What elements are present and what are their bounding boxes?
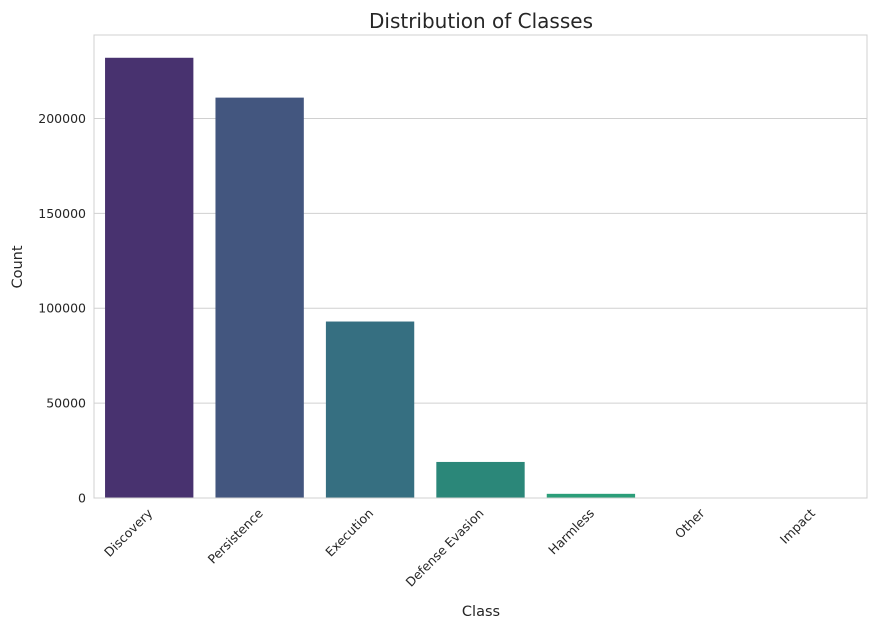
bar-defense-evasion: [436, 461, 525, 498]
y-tick-labels: 0 50000 100000 150000 200000: [38, 111, 86, 506]
x-tick-label: Defense Evasion: [402, 506, 486, 590]
x-tick-label: Persistence: [205, 505, 266, 566]
y-tick-label: 50000: [46, 396, 86, 411]
x-tick-labels: Discovery Persistence Execution Defense Eva…: [101, 505, 818, 590]
x-tick-label: Impact: [777, 505, 818, 546]
y-tick-label: 100000: [38, 301, 86, 316]
x-tick-label: Execution: [322, 506, 376, 560]
chart-title: Distribution of Classes: [369, 9, 593, 33]
bars: [105, 57, 856, 499]
bar-harmless: [546, 493, 636, 498]
bar-discovery: [105, 57, 194, 498]
gridlines: [94, 117, 867, 499]
y-tick-label: 0: [78, 491, 86, 506]
y-axis-label: Count: [10, 245, 26, 288]
y-tick-label: 200000: [38, 111, 86, 126]
y-tick-label: 150000: [38, 206, 86, 221]
x-axis-label: Class: [462, 604, 500, 620]
bar-persistence: [215, 97, 304, 499]
bar-execution: [325, 321, 415, 498]
x-tick-label: Harmless: [545, 506, 597, 558]
plot-frame: [93, 34, 868, 499]
x-tick-label: Other: [672, 505, 708, 541]
x-tick-label: Discovery: [101, 505, 156, 560]
